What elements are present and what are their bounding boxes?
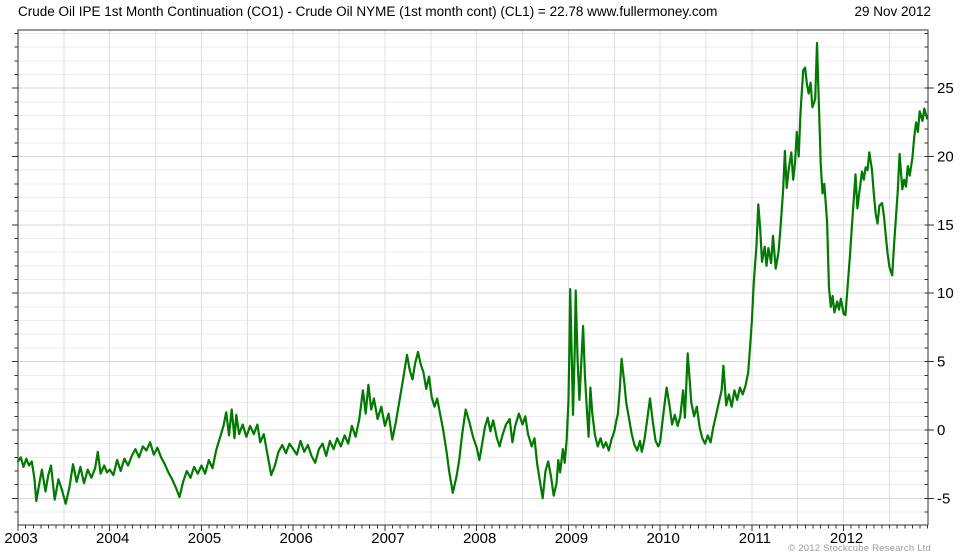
y-axis-label: 5 xyxy=(937,354,945,371)
chart-title: Crude Oil IPE 1st Month Continuation (CO… xyxy=(18,4,718,19)
x-axis-label: 2003 xyxy=(4,530,37,547)
axis-ticks-group xyxy=(12,32,934,531)
y-axis-label: -5 xyxy=(937,490,950,507)
x-axis-label: 2005 xyxy=(188,530,221,547)
y-axis-label: 15 xyxy=(937,217,954,234)
plot-border xyxy=(17,29,929,526)
gridlines-group xyxy=(18,30,928,525)
x-axis-label: 2009 xyxy=(555,530,588,547)
x-axis-label: 2007 xyxy=(371,530,404,547)
axis-labels-group: -5 0 5 10 15 20 25 2003 2004 2005 2006 2007 2008 2009… xyxy=(4,80,953,547)
x-axis-label: 2010 xyxy=(646,530,679,547)
x-axis-label: 2004 xyxy=(96,530,129,547)
y-axis-label: 10 xyxy=(937,285,954,302)
title-row: Crude Oil IPE 1st Month Continuation (CO… xyxy=(18,4,931,19)
y-axis-label: 20 xyxy=(937,148,954,165)
x-axis-label: 2011 xyxy=(739,530,771,547)
copyright-label: © 2012 Stockcube Research Ltd xyxy=(788,543,931,554)
spread-line xyxy=(16,41,929,505)
y-axis-label: 0 xyxy=(937,422,945,439)
x-axis-label: 2012 xyxy=(830,530,863,547)
y-axis-label: 25 xyxy=(937,80,954,97)
x-axis-label: 2008 xyxy=(463,530,496,547)
x-axis-label: 2006 xyxy=(280,530,313,547)
chart-date-label: 29 Nov 2012 xyxy=(854,4,931,19)
